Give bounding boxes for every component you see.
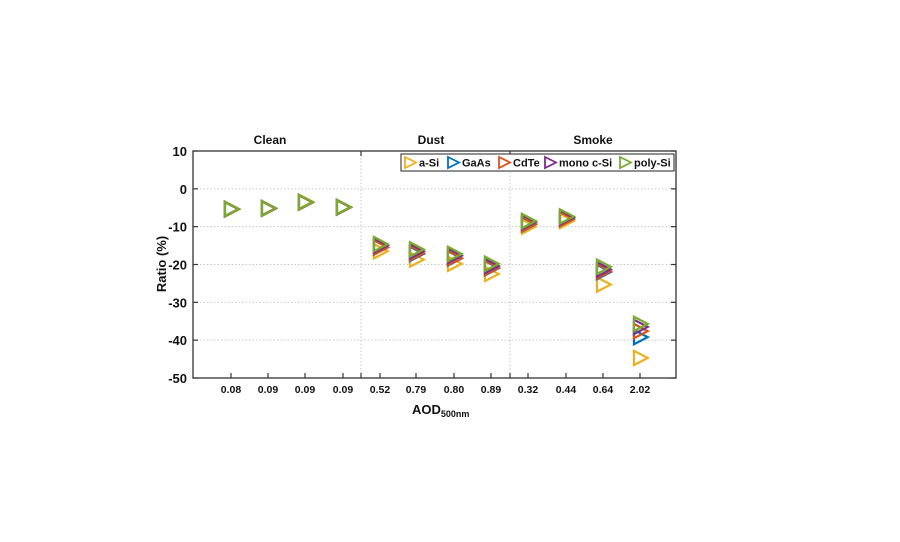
marker-poly-si <box>558 207 577 226</box>
x-tick-label: 0.89 <box>481 384 502 396</box>
marker-poly-si <box>260 199 279 218</box>
marker-poly-si <box>372 235 391 254</box>
y-tick-label: -50 <box>168 371 187 386</box>
marker-poly-si <box>223 199 242 218</box>
y-tick-label: -10 <box>168 220 187 235</box>
y-tick-label: -40 <box>168 333 187 348</box>
y-axis: 10 0 -10 -20 -30 -40 -50 <box>168 144 676 386</box>
marker-a-si <box>632 348 651 367</box>
legend-label: a-Si <box>419 158 439 170</box>
legend-label: GaAs <box>462 158 491 170</box>
legend-marker-poly-si <box>619 155 634 170</box>
x-tick-label: 0.64 <box>593 384 614 396</box>
y-tick-label: -20 <box>168 258 187 273</box>
marker-poly-si <box>595 257 614 276</box>
y-tick-label: 0 <box>180 182 187 197</box>
legend-marker-cdte <box>498 155 513 170</box>
legend-marker-a-si <box>404 155 419 170</box>
legend-label: mono c-Si <box>559 158 612 170</box>
x-tick-label: 0.44 <box>556 384 577 396</box>
marker-poly-si <box>483 254 502 273</box>
y-axis-label: Ratio (%) <box>154 236 169 292</box>
x-tick-label: 0.09 <box>295 384 316 396</box>
group-labels: Clean Dust Smoke <box>254 133 613 147</box>
marker-poly-si <box>520 212 539 230</box>
group-label-clean: Clean <box>254 133 287 147</box>
data-points <box>223 192 651 367</box>
x-axis-label-main: AOD <box>412 402 441 417</box>
marker-a-si <box>595 275 614 294</box>
legend-box <box>400 153 675 172</box>
gridlines <box>193 188 676 341</box>
marker-poly-si <box>446 244 465 263</box>
marker-poly-si <box>297 193 316 212</box>
marker-poly-si <box>632 314 651 333</box>
x-tick-label: 0.32 <box>518 384 539 396</box>
x-tick-label: 0.52 <box>370 384 391 396</box>
legend-label: poly-Si <box>634 158 671 170</box>
x-axis-label: AOD500nm <box>412 402 469 419</box>
legend-label: CdTe <box>513 158 540 170</box>
group-label-dust: Dust <box>418 133 445 147</box>
marker-poly-si <box>335 198 354 216</box>
x-tick-label: 0.09 <box>258 384 279 396</box>
x-tick-label: 0.79 <box>406 384 427 396</box>
legend-marker-mono-c-si <box>544 155 559 170</box>
x-tick-label: 2.02 <box>630 384 651 396</box>
legend-marker-gaas <box>447 155 462 170</box>
x-axis-label-subscript: 500nm <box>441 409 470 419</box>
x-tick-label: 0.80 <box>444 384 465 396</box>
x-tick-label: 0.09 <box>333 384 354 396</box>
x-axis: 0.08 0.09 0.09 0.09 0.52 0.79 0.80 0.89 0.32 0.44… <box>221 373 651 396</box>
y-tick-label: 10 <box>173 144 187 159</box>
legend: a-Si GaAs CdTe mono c-Si poly-Si <box>400 153 675 172</box>
x-tick-label: 0.08 <box>221 384 242 396</box>
y-tick-label: -30 <box>168 295 187 310</box>
marker-poly-si <box>408 240 427 259</box>
group-label-smoke: Smoke <box>573 133 613 147</box>
